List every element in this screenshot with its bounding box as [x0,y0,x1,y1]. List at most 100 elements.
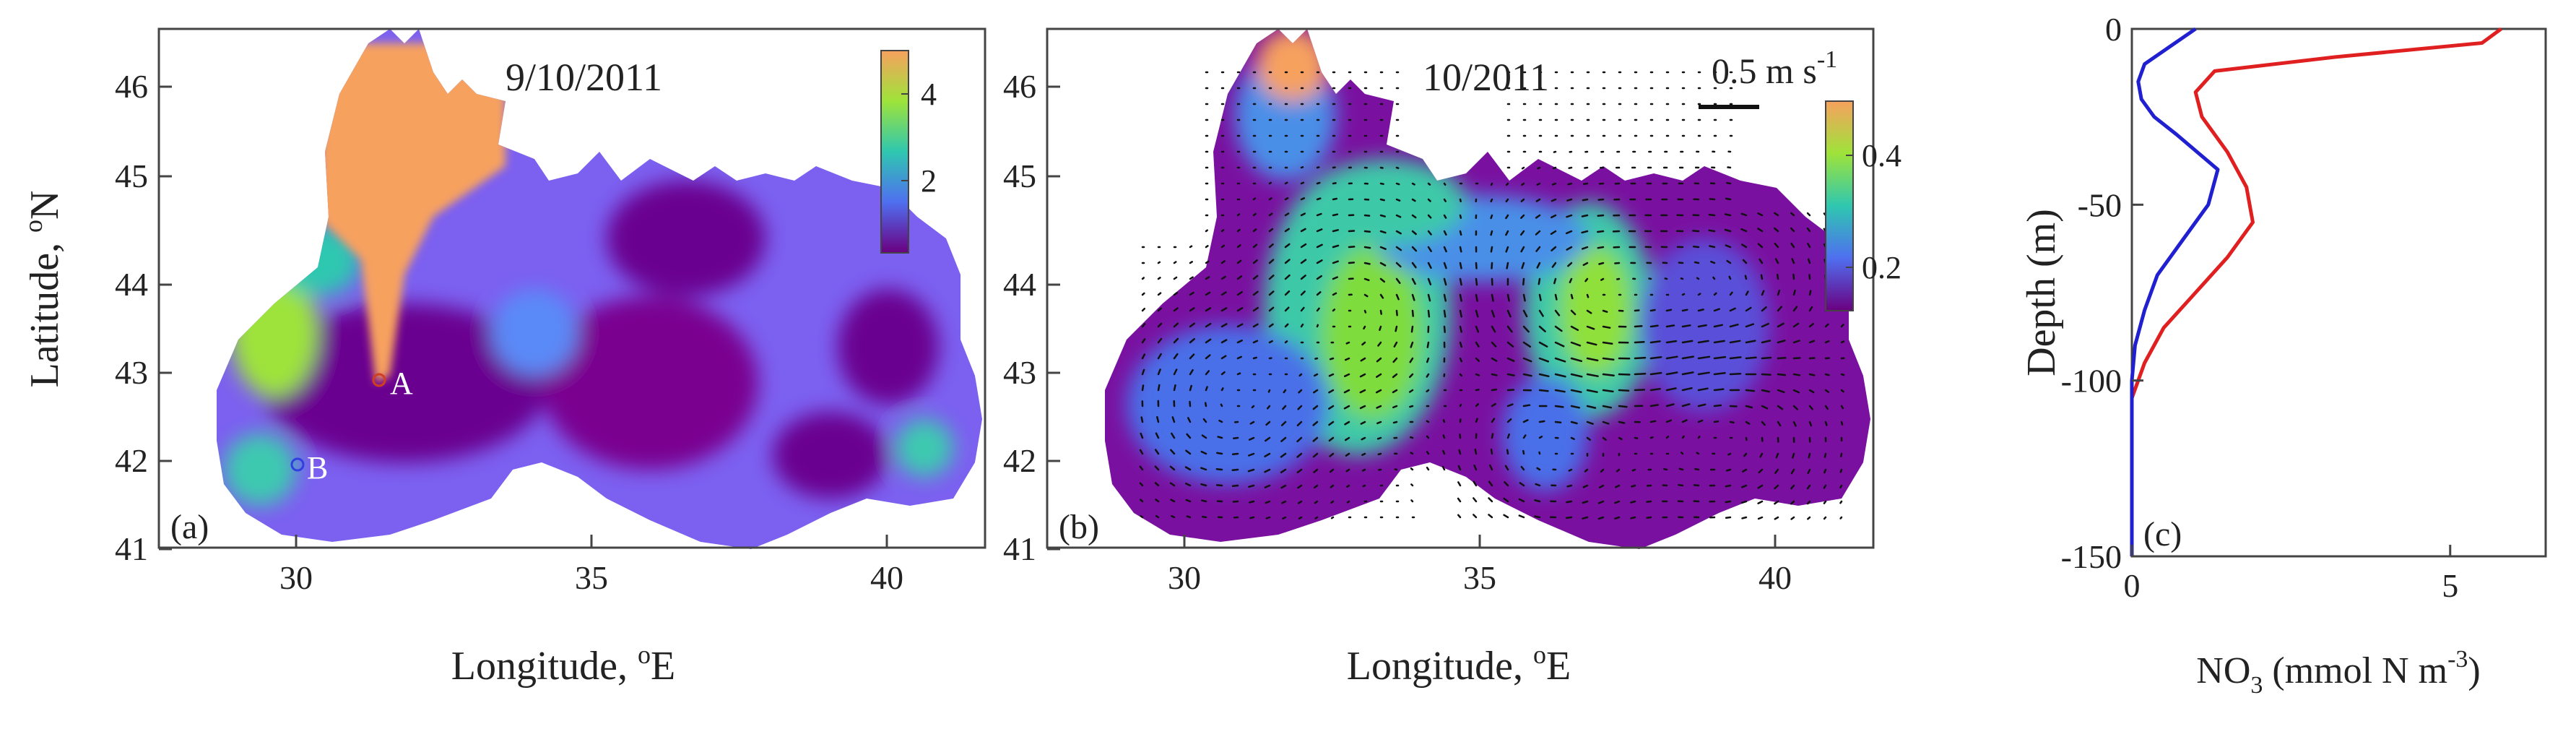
velocity-vector [1823,516,1827,520]
velocity-vector [1236,290,1243,296]
velocity-vector [1139,465,1144,471]
velocity-vector [1459,198,1462,202]
velocity-vector [1443,325,1446,333]
velocity-vector [1491,373,1498,376]
velocity-vector [1316,259,1323,264]
velocity-vector [1459,357,1463,363]
a-ytick-46: 46 [115,68,148,105]
velocity-vector [1284,228,1290,233]
velocity-vector [1328,373,1335,377]
velocity-vector [1154,465,1160,471]
velocity-vector [1236,228,1241,233]
velocity-vector [1729,356,1742,360]
velocity-vector [1232,500,1239,503]
velocity-vector [1741,516,1748,519]
velocity-vector [1205,291,1211,296]
velocity-vector [1411,230,1417,236]
velocity-vector [1332,182,1337,185]
velocity-vector [1139,482,1144,487]
velocity-vector [1519,230,1525,236]
velocity-vector [1205,260,1210,264]
c-ytick-label-3: -150 [2061,538,2122,575]
velocity-vector [1141,353,1146,360]
velocity-vector [1475,373,1480,376]
velocity-vector [1185,449,1192,455]
velocity-vector [1205,276,1210,280]
velocity-vector [1268,275,1275,280]
velocity-vector [1395,325,1398,332]
velocity-vector [1522,373,1532,377]
velocity-vector [1554,420,1562,423]
a-ytick-42: 42 [115,442,148,479]
velocity-vector [1725,244,1732,249]
velocity-vector [1774,516,1779,520]
velocity-vector [1157,384,1161,392]
velocity-vector [1300,197,1306,201]
velocity-vector [1316,228,1323,233]
velocity-vector [1538,293,1542,301]
velocity-vector [1725,516,1732,519]
velocity-vector [1427,214,1432,219]
velocity-vector [1280,468,1287,474]
velocity-vector [1807,468,1811,474]
velocity-vector [1236,275,1243,280]
velocity-vector [1741,243,1748,249]
velocity-vector [1520,246,1525,253]
velocity-vector [1665,387,1677,392]
point-b-label-text: B [307,450,328,486]
velocity-vector [1777,389,1785,394]
velocity-vector [1284,212,1290,217]
velocity-vector [1217,436,1223,439]
velocity-vector [1824,405,1829,410]
velocity-vector [1284,306,1290,312]
velocity-vector [1249,500,1255,504]
velocity-vector [1740,212,1748,217]
velocity-vector [1506,357,1515,362]
velocity-vector [1314,500,1319,504]
velocity-vector [1840,340,1845,344]
velocity-vector [1345,452,1350,457]
velocity-vector [1427,293,1431,302]
b-xtick-40: 40 [1758,559,1792,596]
a-ytick-45: 45 [115,158,148,194]
velocity-vector [1742,259,1748,264]
velocity-vector [1376,436,1382,440]
velocity-vector [1268,212,1273,217]
velocity-vector [1586,373,1599,377]
velocity-vector [1600,468,1605,473]
velocity-vector [1249,420,1255,425]
velocity-vector [1300,259,1307,264]
velocity-vector [1410,341,1414,348]
velocity-vector [1839,484,1843,489]
velocity-vector [1410,499,1414,503]
velocity-vector [1457,497,1462,503]
velocity-vector [1505,182,1509,186]
velocity-vector [1665,435,1670,439]
velocity-vector [1506,309,1512,318]
velocity-vector [1522,293,1526,302]
velocity-vector [1792,273,1795,280]
velocity-vector [1360,357,1366,362]
velocity-vector [1602,357,1615,361]
velocity-vector [1597,516,1605,520]
velocity-vector [1602,341,1613,345]
velocity-vector [1268,340,1273,344]
velocity-vector [1139,499,1144,503]
velocity-vector [1649,371,1662,376]
velocity-vector [1376,420,1382,425]
velocity-vector [1296,436,1303,443]
c-ytick-label-2: -100 [2061,363,2122,400]
velocity-vector [1173,307,1179,312]
velocity-vector [1694,261,1700,264]
velocity-vector [1777,322,1784,328]
velocity-vector [1297,484,1303,489]
velocity-vector [1618,389,1630,392]
velocity-vector [1343,389,1350,394]
velocity-vector [1713,340,1725,344]
velocity-vector [1330,484,1335,488]
velocity-vector [1777,306,1783,312]
velocity-vector [1459,277,1462,286]
velocity-vector [1522,309,1528,318]
velocity-vector [1154,482,1160,487]
velocity-vector [1248,436,1255,441]
